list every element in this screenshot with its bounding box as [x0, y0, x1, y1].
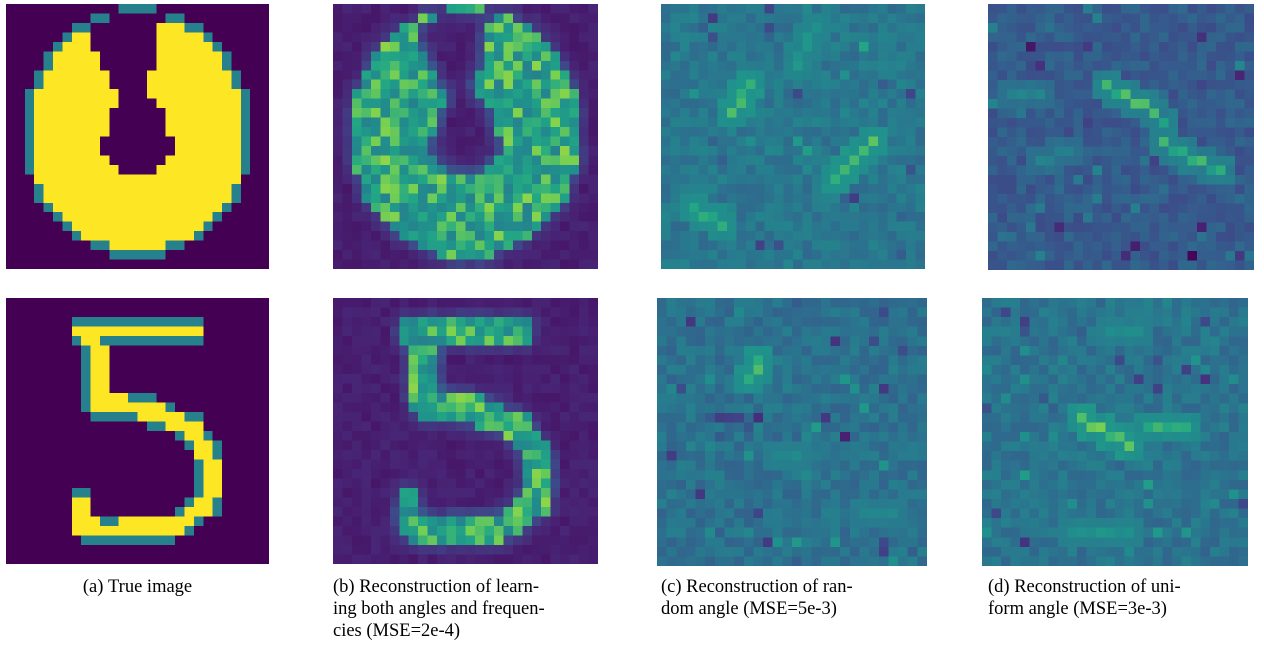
image-uniform-angle-five [982, 298, 1248, 566]
image-random-angle-zero [661, 4, 925, 269]
caption-b: (b) Reconstruction of learn- ing both an… [333, 577, 545, 641]
image-learned-five-pixels [333, 298, 598, 564]
image-true-five [6, 298, 269, 564]
image-learned-five [333, 298, 598, 564]
image-uniform-angle-zero [988, 4, 1254, 270]
image-uniform-angle-zero-pixels [988, 4, 1254, 270]
image-true-zero-pixels [6, 4, 269, 269]
image-learned-zero [333, 4, 598, 269]
image-random-angle-zero-pixels [661, 4, 925, 269]
image-random-angle-five-pixels [657, 298, 927, 566]
image-learned-zero-pixels [333, 4, 598, 269]
caption-c: (c) Reconstruction of ran- dom angle (MS… [661, 577, 853, 619]
image-true-zero [6, 4, 269, 269]
caption-a: (a) True image [82, 577, 193, 597]
image-random-angle-five [657, 298, 927, 566]
image-true-five-pixels [6, 298, 269, 564]
image-uniform-angle-five-pixels [982, 298, 1248, 566]
caption-d: (d) Reconstruction of uni- form angle (M… [988, 577, 1181, 619]
